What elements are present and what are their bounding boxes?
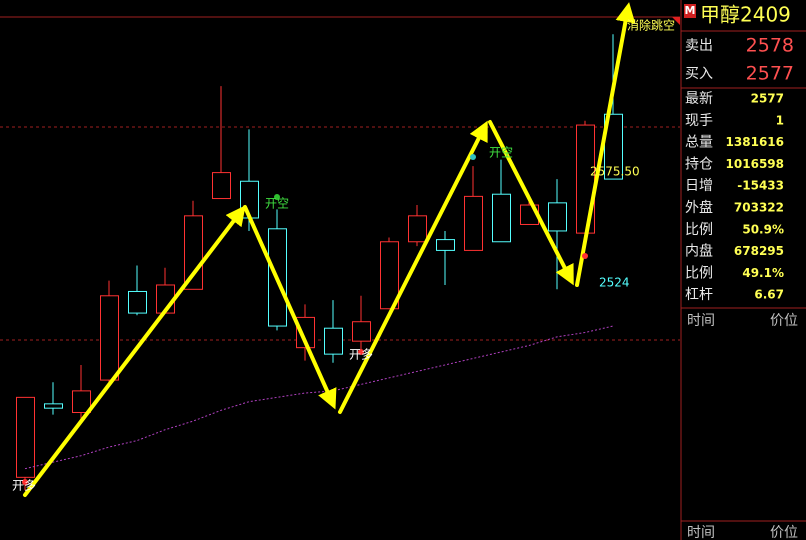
- stat-label: 日增: [685, 178, 713, 194]
- price-label: 2575.50: [590, 165, 640, 179]
- candle-body: [436, 239, 455, 251]
- quote-value: 2578: [746, 35, 794, 57]
- annotation: 开空: [489, 146, 513, 160]
- candle-body: [576, 124, 595, 234]
- candle-body: [464, 195, 483, 251]
- signal-dot: [470, 154, 476, 160]
- arrow: [243, 205, 337, 410]
- candle-body: [100, 295, 119, 381]
- stat-value: 2577: [751, 92, 784, 106]
- stat-label: 内盘: [685, 243, 713, 260]
- tick-header: 价位: [770, 525, 798, 540]
- stat-label: 持仓: [685, 156, 713, 172]
- corner-flag: [672, 17, 680, 25]
- stat-value: 50.9%: [742, 222, 784, 236]
- arrow: [488, 120, 574, 286]
- stat-label: 总量: [685, 135, 713, 151]
- signal-dot: [22, 479, 28, 485]
- arrow: [338, 120, 488, 414]
- candle-body: [548, 202, 567, 232]
- stat-value: 1016598: [726, 157, 784, 171]
- stat-label: 比例: [685, 265, 713, 281]
- flag: M: [685, 4, 696, 17]
- stat-value: -15433: [737, 179, 784, 193]
- annotation: 开多: [12, 479, 36, 493]
- tick-header: 时间: [687, 313, 715, 329]
- candle-body: [492, 193, 511, 243]
- signal-dot: [274, 194, 280, 200]
- stat-value: 678295: [734, 244, 784, 258]
- arrow: [23, 205, 246, 497]
- candle-body: [324, 327, 343, 355]
- stat-label: 现手: [685, 113, 713, 129]
- arrow: [575, 2, 636, 287]
- annotation: 开空: [265, 197, 289, 211]
- candle-body: [380, 241, 399, 310]
- stat-value: 703322: [734, 201, 784, 215]
- signal-dot: [358, 349, 364, 355]
- stat-label: 外盘: [685, 199, 713, 216]
- annotations: 开多 开空 开多 开空 2575.50 2524 消除跳空: [12, 18, 675, 493]
- flag-box: [684, 4, 696, 18]
- candle-body: [128, 290, 147, 314]
- candle-body: [352, 321, 371, 342]
- tick-header: 价位: [770, 313, 798, 329]
- stat-value: 1381616: [726, 135, 784, 149]
- stat-label: 比例: [685, 222, 713, 238]
- candle-body: [72, 390, 91, 413]
- quote-label: 卖出: [685, 38, 713, 54]
- tick-header: 时间: [687, 525, 715, 540]
- candle-body: [296, 316, 315, 349]
- stat-value: 1: [776, 113, 784, 127]
- signal-dot: [582, 253, 588, 259]
- candle-body: [16, 396, 35, 478]
- stat-value: 6.67: [754, 288, 784, 302]
- symbol: 甲醇2409: [700, 3, 791, 27]
- candle-body: [44, 403, 63, 409]
- quote-label: 买入: [685, 66, 713, 82]
- stat-label: 最新: [685, 91, 713, 107]
- price-label: 2524: [599, 276, 630, 290]
- trend-arrows: [23, 2, 636, 497]
- chart-area: [0, 16, 680, 341]
- candle-body: [184, 215, 203, 290]
- quote-panel: M 甲醇2409 时间 价位 时间 价位 卖出 2578 买入 2577 最新 2577 现…: [680, 0, 806, 540]
- candle-body: [212, 172, 231, 200]
- stat-value: 49.1%: [742, 266, 784, 280]
- quote-value: 2577: [746, 63, 794, 85]
- signal-icons: [22, 154, 588, 485]
- annotation: 开多: [349, 348, 373, 362]
- stat-label: 杠杆: [685, 287, 713, 303]
- gap-label: 消除跳空: [627, 18, 675, 33]
- candle-body: [408, 215, 427, 243]
